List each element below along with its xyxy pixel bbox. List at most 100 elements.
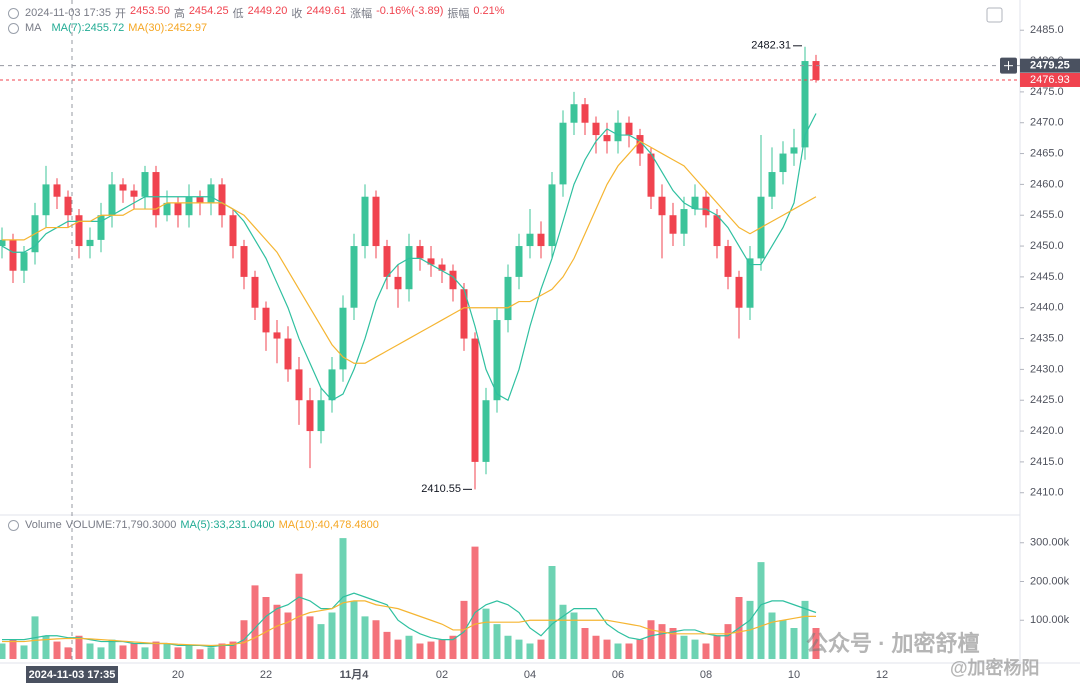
candle-body	[768, 172, 776, 197]
candle-body	[790, 147, 798, 154]
candle-body	[746, 258, 754, 308]
volume-bar	[251, 585, 259, 659]
volume-bar	[515, 639, 523, 659]
volume-bar	[603, 639, 611, 659]
y-tick-label: 2460.0	[1030, 178, 1064, 190]
candle-body	[471, 338, 479, 462]
volume-bar	[339, 538, 347, 659]
volume-bar	[768, 612, 776, 659]
volume-bar	[438, 639, 446, 659]
volume-bar	[53, 641, 61, 659]
ma-name: MA	[25, 22, 42, 34]
field-label: 高	[173, 8, 185, 20]
candle-body	[691, 196, 699, 210]
y2-tick-label: 100.00k	[1030, 614, 1070, 626]
volume-bar	[86, 643, 94, 659]
candle-body	[196, 196, 204, 203]
candle-body	[119, 184, 127, 191]
candle-body	[152, 172, 160, 216]
candle-body	[614, 122, 622, 142]
y-tick-label: 2410.0	[1030, 487, 1064, 499]
x-tick-label: 20	[172, 669, 184, 681]
volume-legend: Volume VOLUME:71,790.3000 MA(5):33,231.0…	[8, 519, 379, 531]
volume-bar	[174, 647, 182, 659]
field-value: 2449.20	[247, 5, 288, 17]
watermark: 公众号 · 加密舒檀	[806, 631, 980, 656]
volume-bar	[713, 635, 721, 659]
volume-bar	[636, 639, 644, 659]
volume-bar	[207, 647, 215, 659]
candle-body	[581, 104, 589, 123]
y-tick-label: 2435.0	[1030, 332, 1064, 344]
collapse-icon[interactable]	[8, 7, 19, 19]
fullscreen-button[interactable]	[986, 7, 1003, 23]
candle-body	[97, 215, 105, 240]
candle-body	[735, 276, 743, 308]
volume-bar	[229, 641, 237, 659]
volume-bar	[493, 624, 501, 659]
low-annotation: 2410.55	[421, 483, 461, 495]
candle-body	[570, 104, 578, 123]
ohlc-header: 2024-11-03 17:35 开 2453.50 高 2454.25 低 2449.2…	[8, 5, 505, 21]
header-time: 2024-11-03 17:35	[25, 7, 112, 19]
volume-bar	[812, 628, 820, 659]
candle-body	[658, 196, 666, 216]
ma30-legend: MA(30):2452.97	[128, 22, 208, 34]
candle-body	[482, 400, 490, 462]
candle-body	[438, 264, 446, 271]
volume-bar	[306, 616, 314, 659]
candle-body	[636, 135, 644, 154]
candle-body	[537, 233, 545, 247]
volume-bar	[152, 641, 160, 659]
volume-bar	[427, 641, 435, 659]
volume-bar	[97, 647, 105, 659]
watermark-handle: @加密杨阳	[950, 658, 1040, 678]
candle-body	[669, 215, 677, 234]
volume-bar	[262, 597, 270, 659]
volume-bar	[141, 647, 149, 659]
volume-bar	[108, 639, 116, 659]
volume-name: Volume	[25, 519, 62, 531]
x-tick-label: 08	[700, 669, 712, 681]
volume-bar	[130, 643, 138, 659]
field-value: 2453.50	[130, 5, 170, 17]
volume-bar	[691, 639, 699, 659]
volume-bar	[20, 645, 28, 659]
volume-bar	[75, 635, 83, 659]
candle-body	[174, 202, 182, 216]
candle-body	[306, 400, 314, 432]
candle-body	[251, 276, 259, 308]
volume-bar	[273, 604, 281, 659]
field-value: 2449.61	[306, 5, 347, 17]
volume-bar	[42, 635, 50, 659]
volume-bar	[350, 600, 358, 659]
x-tick-label: 12	[876, 669, 888, 681]
volume-bar	[504, 635, 512, 659]
candle-body	[229, 215, 237, 247]
candle-body	[42, 184, 50, 216]
volume-bar	[658, 624, 666, 659]
field-label: 涨幅	[350, 8, 373, 20]
candle-body	[416, 246, 424, 259]
candle-body	[20, 252, 28, 271]
candle-body	[680, 209, 688, 234]
y-tick-label: 2485.0	[1030, 24, 1064, 36]
volume-bar	[779, 620, 787, 659]
ma-line	[1, 113, 817, 402]
field-value: -0.16%(-3.89)	[376, 5, 444, 17]
volume-bar	[64, 647, 72, 659]
candle-body	[383, 246, 391, 277]
candle-body	[240, 246, 248, 277]
volume-bar	[185, 645, 193, 659]
candle-body	[427, 258, 435, 265]
candle-body	[185, 196, 193, 216]
candle-body	[273, 332, 281, 339]
volume-bar	[0, 643, 6, 659]
x-tick-label: 22	[260, 669, 272, 681]
candle-body	[141, 172, 149, 197]
candle-body	[603, 135, 611, 142]
collapse-icon[interactable]	[8, 519, 19, 531]
collapse-icon[interactable]	[8, 22, 19, 34]
volume-bar	[394, 639, 402, 659]
